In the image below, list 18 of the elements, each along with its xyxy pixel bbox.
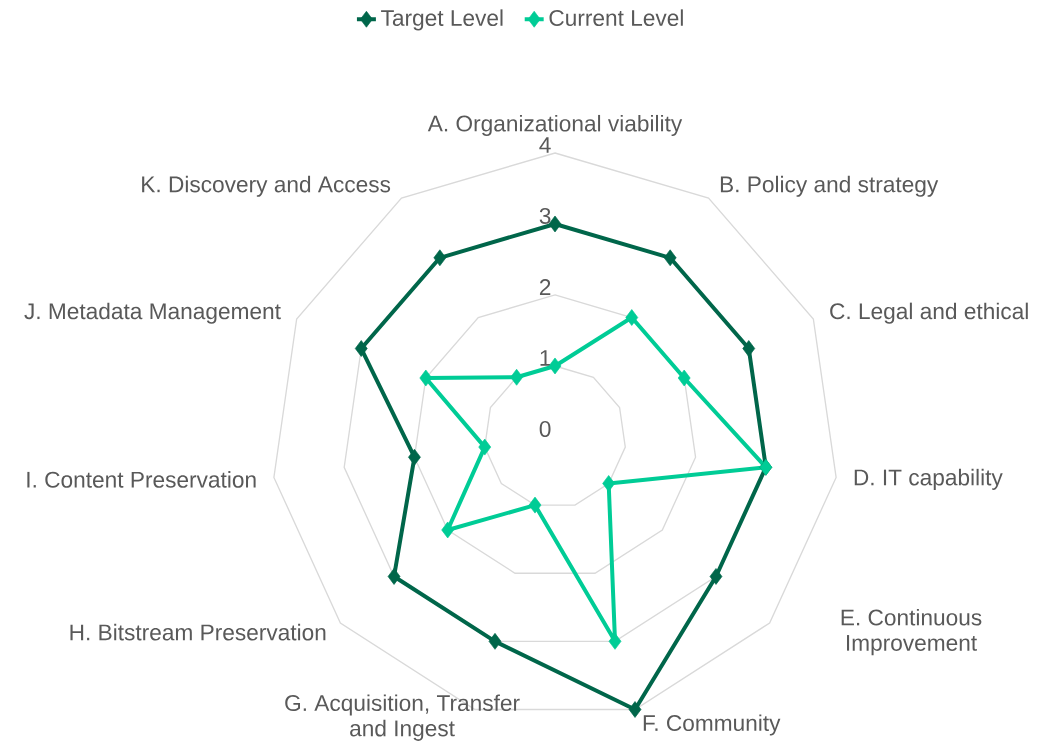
y-tick-label: 0 [539, 420, 551, 438]
spoke-label: C. Legal and ethical [830, 302, 1028, 324]
y-tick-label: 2 [539, 279, 551, 295]
spoke-label: D. IT capability [854, 468, 1003, 490]
spoke-label: F. Community [643, 714, 781, 736]
spoke-label: A. Organizational viability [427, 114, 683, 137]
spoke-label: J. Metadata Management [24, 302, 281, 324]
spoke-label: H. Bitstream Preservation [70, 623, 326, 641]
spoke-label: B. Policy and strategy [720, 175, 939, 197]
y-tick-label: 3 [539, 207, 551, 225]
y-tick-label: 1 [540, 350, 551, 366]
spoke-label: I. Content Preservation [27, 471, 256, 488]
spoke-label: K. Discovery and Access [142, 175, 391, 197]
spoke-label: E. Continuous Improvement [841, 608, 982, 656]
legend-label: Target Level [381, 9, 503, 31]
y-tick-label: 4 [539, 137, 551, 153]
spoke-label: G. Acquisition, Transfer and Ingest [285, 694, 520, 741]
legend-label: Current Level [549, 9, 683, 26]
